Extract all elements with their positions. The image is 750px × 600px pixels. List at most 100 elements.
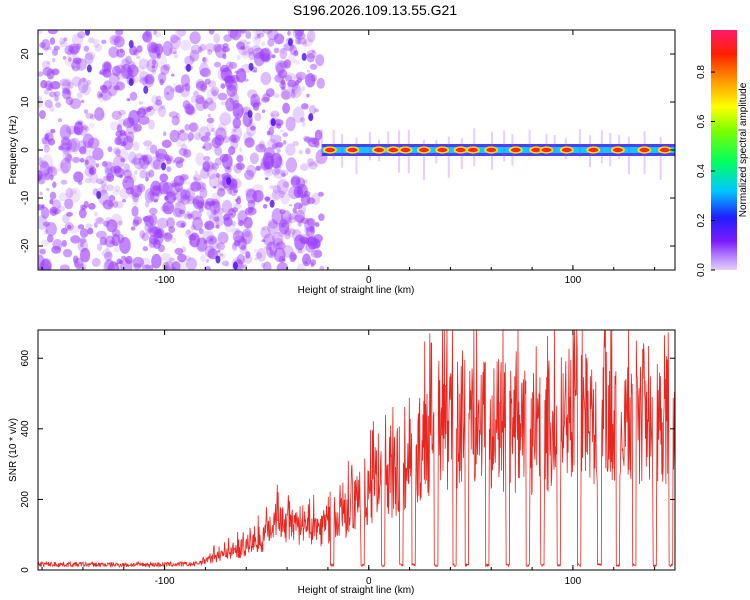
signal-smear [659, 136, 662, 180]
noise-speckle [104, 167, 111, 175]
noise-speckle [158, 180, 170, 195]
noise-speckle [120, 255, 127, 260]
noise-speckle [59, 40, 68, 48]
noise-speckle [292, 207, 297, 214]
noise-speckle [251, 45, 261, 52]
noise-speckle [174, 200, 186, 218]
noise-speckle [57, 118, 62, 123]
noise-speckle [122, 175, 135, 191]
noise-speckle [79, 247, 91, 263]
noise-speckle [60, 161, 69, 174]
noise-speckle [178, 209, 185, 214]
signal-peak-core [347, 147, 358, 153]
noise-speckle [177, 253, 187, 263]
noise-speckle [301, 85, 306, 92]
noise-speckle [189, 31, 201, 45]
noise-speckle [202, 161, 211, 173]
noise-speckle [52, 210, 60, 215]
noise-speckle [174, 182, 184, 193]
snr-panel: -100 0 100 0 200 400 600 Height of straight li… [8, 329, 676, 596]
noise-speckle [164, 195, 169, 201]
noise-speckle [206, 235, 217, 245]
noise-speckle [114, 185, 121, 193]
noise-speckle [52, 181, 57, 188]
noise-speckle [184, 255, 192, 261]
noise-speckle [271, 143, 278, 150]
noise-speckle [309, 259, 317, 266]
noise-speckle [236, 253, 245, 265]
noise-speckle [227, 187, 233, 195]
noise-speckle [221, 46, 230, 53]
noise-speckle [279, 169, 289, 177]
noise-speckle [219, 64, 230, 72]
noise-speckle [213, 130, 218, 138]
noise-speckle [269, 250, 275, 256]
noise-speckle [262, 152, 275, 170]
noise-speckle [125, 187, 135, 195]
noise-speckle [267, 30, 279, 41]
noise-speckle [144, 73, 155, 85]
noise-speckle [306, 74, 315, 84]
x-tick-label: 100 [565, 275, 582, 286]
noise-speckle [38, 30, 43, 35]
noise-speckle [186, 229, 192, 235]
noise-speckle [306, 69, 311, 73]
noise-speckle [173, 54, 179, 59]
noise-speckle [280, 129, 284, 133]
noise-speckle [201, 56, 208, 64]
noise-speckle [154, 31, 162, 38]
noise-speckle [52, 57, 56, 63]
noise-speckle [85, 112, 94, 119]
noise-speckle [301, 103, 309, 110]
signal-smear [332, 130, 335, 160]
noise-speckle [69, 45, 79, 56]
noise-speckle [283, 59, 292, 69]
noise-speckle [247, 41, 251, 44]
noise-speckle [148, 207, 158, 215]
noise-speckle [305, 147, 311, 155]
noise-speckle [295, 177, 306, 189]
noise-speckle [116, 174, 124, 179]
noise-speckle [47, 30, 59, 35]
noise-speckle [198, 228, 204, 235]
noise-speckle [64, 45, 74, 55]
noise-speckle [47, 83, 54, 92]
signal-peak-core [400, 147, 411, 153]
noise-speckle [213, 209, 217, 214]
noise-speckle [38, 71, 44, 77]
noise-speckle [60, 179, 68, 185]
noise-speckle [291, 84, 302, 98]
signal-smear [553, 135, 556, 156]
noise-speckle [108, 72, 120, 86]
noise-speckle [281, 258, 286, 262]
noise-speckle [44, 80, 53, 91]
noise-speckle [151, 59, 157, 66]
colorbar-label: Normalized spectral amplitude [738, 82, 749, 217]
noise-speckle [252, 30, 265, 36]
noise-speckle [209, 237, 214, 243]
noise-speckle [114, 136, 122, 146]
noise-speckle [143, 215, 155, 227]
noise-speckle [66, 153, 73, 162]
noise-speckle [200, 254, 206, 262]
noise-speckle [280, 192, 290, 205]
noise-speckle [241, 228, 253, 245]
noise-speckle [49, 206, 58, 216]
noise-speckle [278, 69, 288, 79]
noise-speckle [299, 117, 306, 123]
noise-speckle [139, 230, 146, 239]
noise-speckle [105, 247, 109, 250]
noise-speckle [81, 77, 86, 83]
signal-peak-core [467, 147, 478, 153]
noise-speckle [116, 48, 126, 58]
colorbar: 0.0 0.2 0.4 0.6 0.8 Normalized spectral ampl… [696, 30, 749, 277]
noise-speckle [160, 253, 172, 262]
noise-speckle [38, 173, 46, 185]
noise-speckle [271, 54, 276, 59]
x-tick-label: 0 [366, 275, 372, 286]
noise-speckle [113, 165, 122, 174]
noise-speckle [67, 81, 74, 89]
noise-speckle [163, 265, 172, 270]
noise-speckle [123, 131, 127, 137]
y-tick-label: 10 [20, 96, 31, 108]
